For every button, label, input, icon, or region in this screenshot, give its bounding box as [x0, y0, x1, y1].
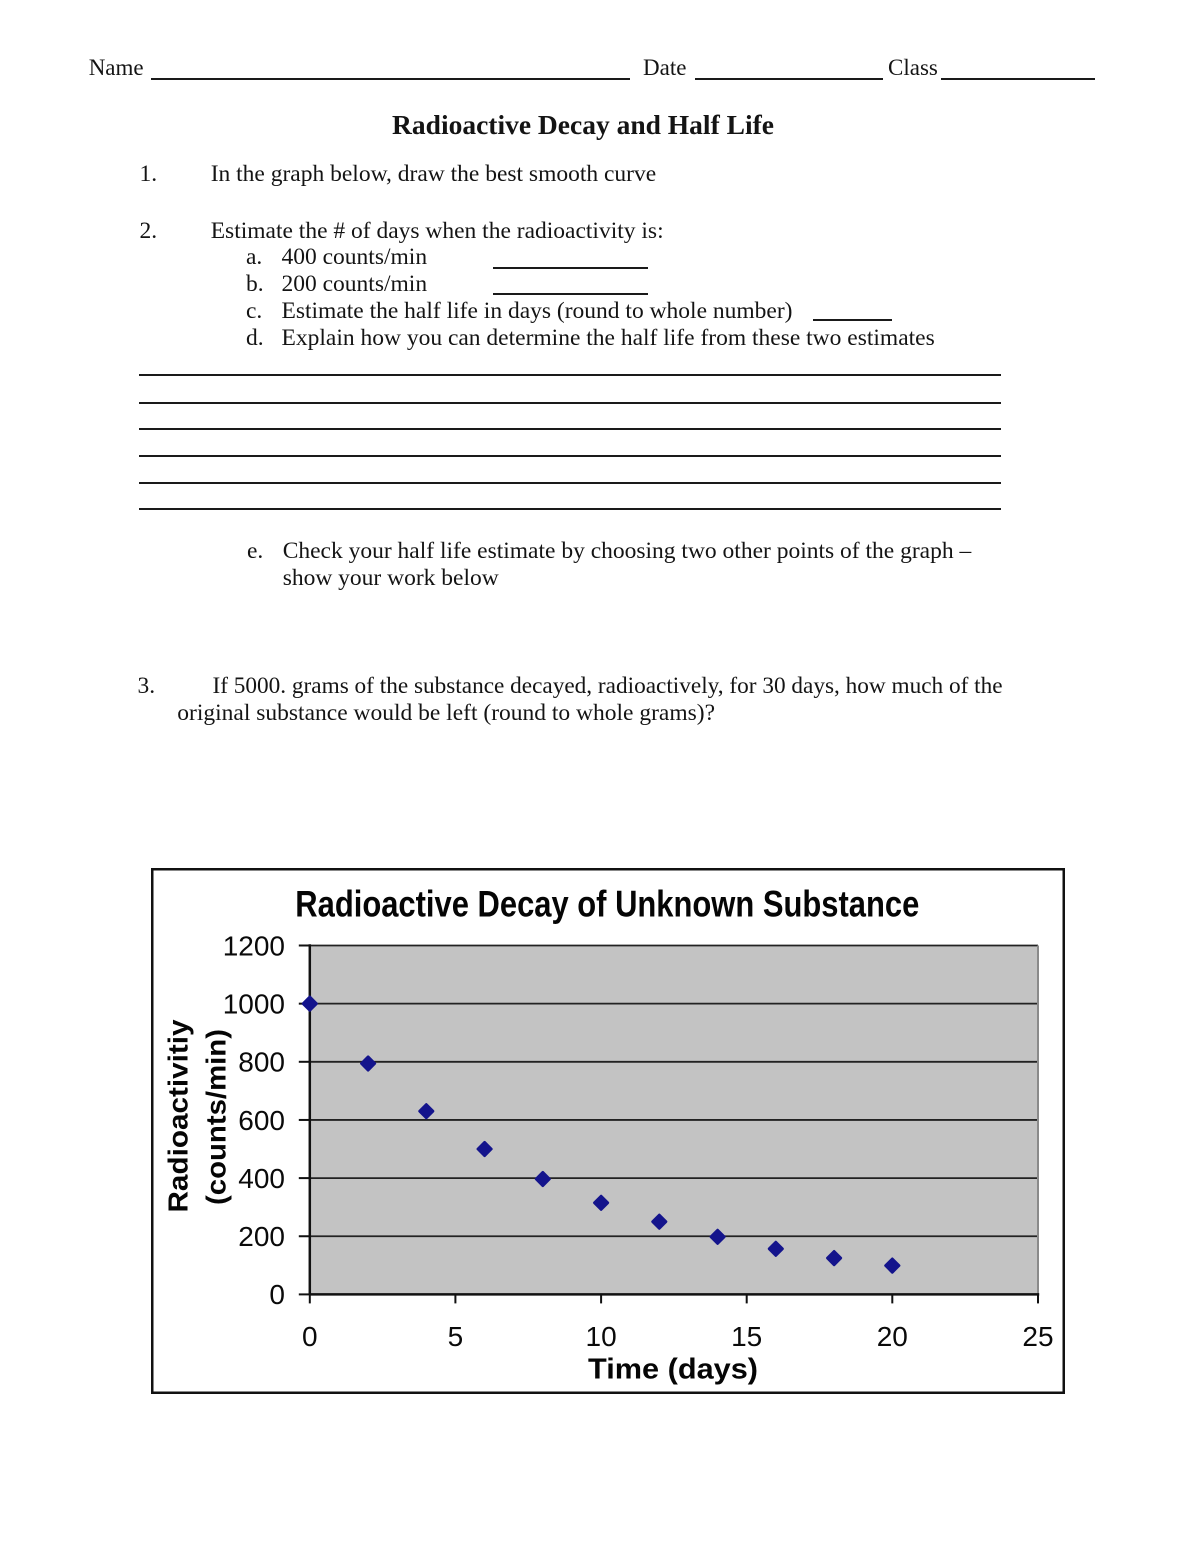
svg-text:5: 5 — [448, 1321, 464, 1352]
svg-text:600: 600 — [238, 1105, 285, 1136]
svg-text:15: 15 — [731, 1321, 762, 1352]
svg-text:(counts/min): (counts/min) — [200, 1029, 231, 1205]
svg-text:0: 0 — [302, 1321, 318, 1352]
svg-text:Radioactive Decay of Unknown S: Radioactive Decay of Unknown Substance — [295, 884, 919, 925]
svg-text:0: 0 — [269, 1279, 285, 1310]
svg-text:25: 25 — [1022, 1321, 1053, 1352]
svg-text:800: 800 — [238, 1047, 285, 1078]
svg-text:10: 10 — [586, 1321, 617, 1352]
svg-text:1200: 1200 — [223, 930, 285, 961]
svg-text:Time (days): Time (days) — [588, 1354, 758, 1386]
svg-text:1000: 1000 — [223, 988, 285, 1019]
svg-text:200: 200 — [238, 1221, 285, 1252]
svg-text:20: 20 — [877, 1321, 908, 1352]
svg-text:Radioactivitiy: Radioactivitiy — [162, 1019, 193, 1212]
svg-text:400: 400 — [238, 1163, 285, 1194]
